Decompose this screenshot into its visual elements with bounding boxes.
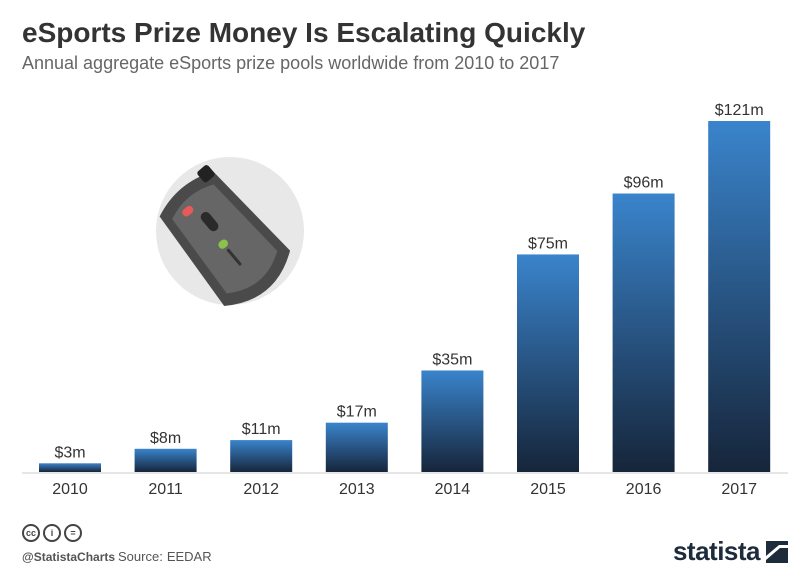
bar-2017 xyxy=(708,121,771,472)
bar-2016 xyxy=(612,193,675,472)
statista-mark-icon xyxy=(766,540,788,563)
data-label-2012: $11m xyxy=(242,421,281,438)
nd-icon: = xyxy=(64,524,82,542)
data-label-2014: $35m xyxy=(432,351,472,368)
source-label: Source: xyxy=(118,549,163,564)
source-note: Source: EEDAR xyxy=(118,549,212,564)
x-tick-label-2010: 2010 xyxy=(52,481,88,498)
bar-2013 xyxy=(325,422,388,472)
gaming-mouse-icon xyxy=(156,157,304,306)
bar-2012 xyxy=(230,440,293,472)
bar-2010 xyxy=(39,463,101,472)
chart-title: eSports Prize Money Is Escalating Quickl… xyxy=(22,17,586,48)
data-label-2017: $121m xyxy=(715,102,764,119)
x-tick-label-2011: 2011 xyxy=(148,481,183,498)
bar-2011 xyxy=(134,448,197,472)
by-icon: i xyxy=(43,524,61,542)
x-tick-label-2013: 2013 xyxy=(339,481,375,498)
statista-logo[interactable]: statista xyxy=(673,536,788,567)
data-label-2013: $17m xyxy=(337,404,377,421)
license-badges: cc i = xyxy=(22,524,82,542)
bar-2014 xyxy=(421,370,484,472)
data-label-2010: $3m xyxy=(54,444,85,461)
chart-subtitle: Annual aggregate eSports prize pools wor… xyxy=(22,53,560,73)
data-label-2016: $96m xyxy=(624,175,664,192)
x-tick-label-2015: 2015 xyxy=(530,481,566,498)
x-tick-label-2012: 2012 xyxy=(243,481,279,498)
bar-2015 xyxy=(517,254,579,472)
data-label-2015: $75m xyxy=(528,235,568,252)
x-tick-label-2014: 2014 xyxy=(435,481,471,498)
twitter-handle[interactable]: @StatistaCharts xyxy=(22,550,116,564)
x-tick-label-2017: 2017 xyxy=(721,481,757,498)
source-name: EEDAR xyxy=(166,549,212,564)
x-tick-label-2016: 2016 xyxy=(626,481,662,498)
cc-icon: cc xyxy=(22,524,40,542)
brand-name: statista xyxy=(672,536,761,566)
data-label-2011: $8m xyxy=(150,430,181,447)
